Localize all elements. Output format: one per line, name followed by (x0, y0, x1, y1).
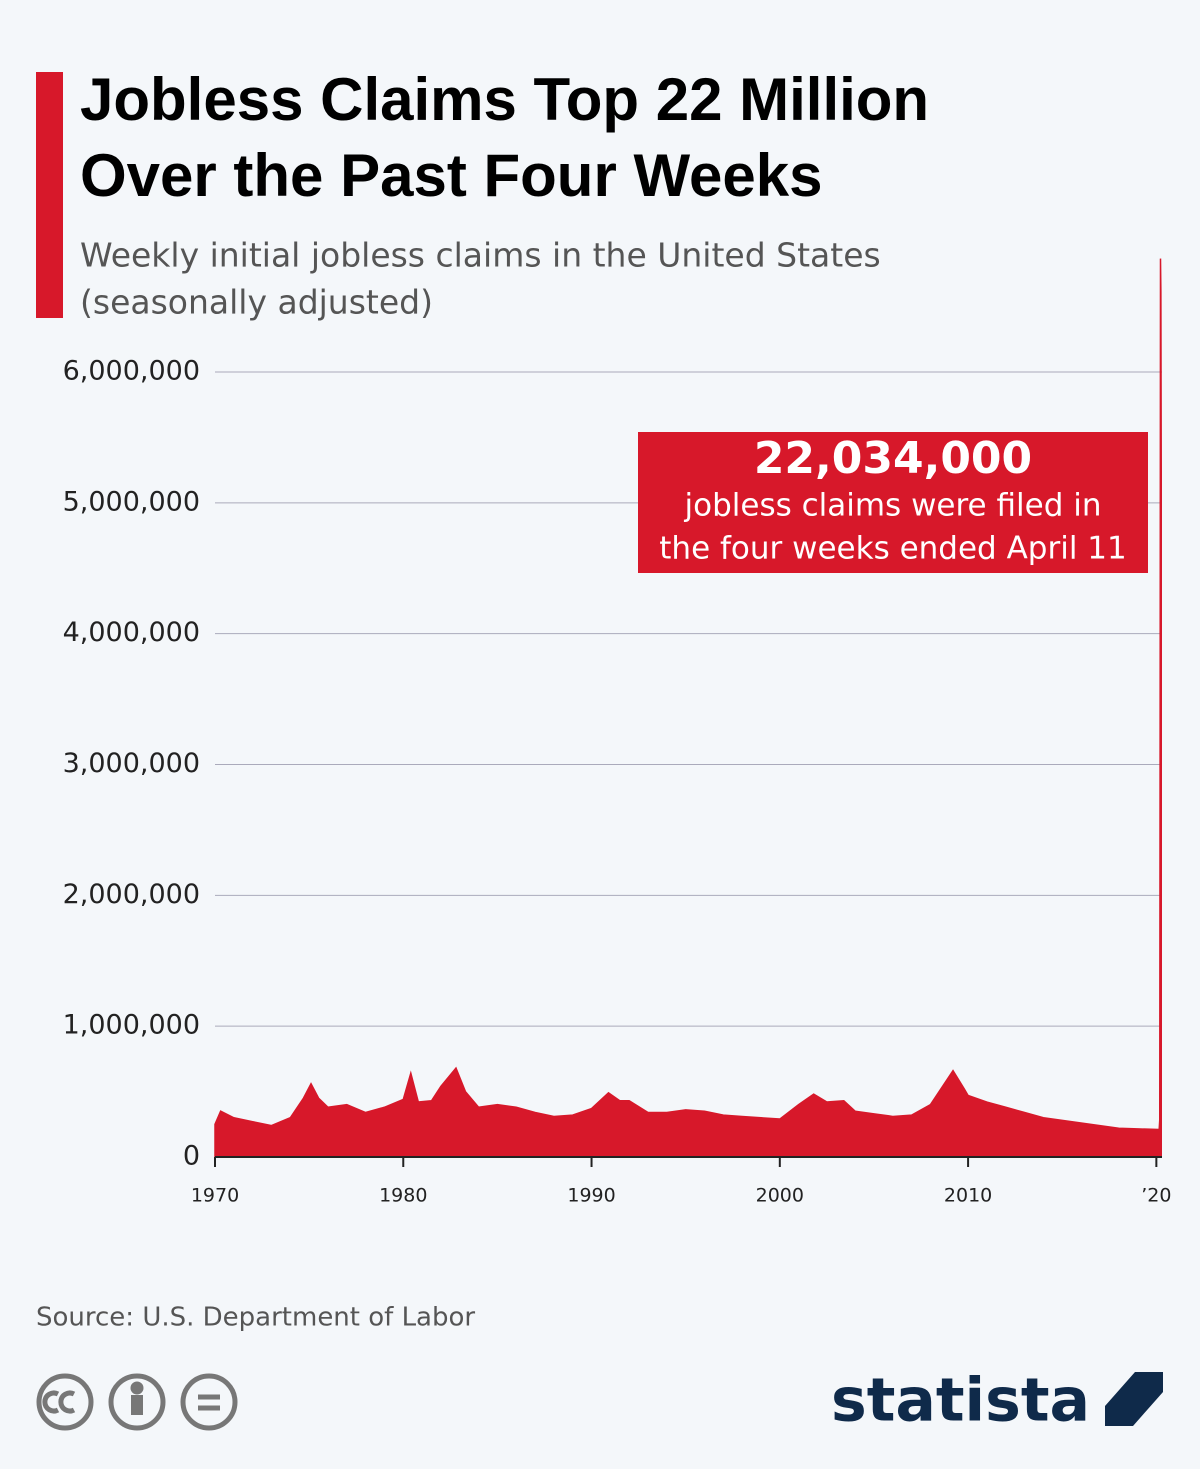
subtitle: (seasonally adjusted) (80, 283, 433, 322)
y-tick-label: 5,000,000 (63, 486, 200, 517)
annotation-text: the four weeks ended April 11 (659, 531, 1126, 567)
annotation-box (638, 432, 1148, 573)
chart-title: Jobless Claims Top 22 Million (80, 66, 929, 133)
title-bar (36, 72, 63, 318)
y-tick-label: 3,000,000 (63, 748, 200, 779)
x-tick-label: 1980 (379, 1185, 427, 1207)
y-tick-label: 2,000,000 (63, 879, 200, 910)
license-icons (36, 1373, 238, 1431)
brand-icon (1105, 1372, 1163, 1426)
area (214, 258, 1162, 1158)
x-tick-label: 1990 (567, 1185, 615, 1207)
y-tick-label: 0 (183, 1141, 200, 1172)
plot: 0 1,000,000 2,000,000 3,000,000 4,000,000 5,0… (63, 258, 1171, 1207)
chart-title: Over the Past Four Weeks (80, 142, 823, 209)
source: Source: U.S. Department of Labor (36, 1303, 475, 1333)
x-tick-label: 1970 (191, 1185, 239, 1207)
y-tick-label: 1,000,000 (63, 1010, 200, 1041)
subtitle: Weekly initial jobless claims in the Uni… (80, 236, 881, 275)
x-tick-label: 2000 (756, 1185, 804, 1207)
x-tick-label: ’20 (1141, 1185, 1171, 1207)
brand-logo: statista (831, 1366, 1090, 1436)
annotation-text: jobless claims were filed in (684, 488, 1102, 524)
y-tick-label: 6,000,000 (63, 356, 200, 387)
x-tick-label: 2010 (944, 1185, 992, 1207)
annotation-headline: 22,034,000 (754, 433, 1032, 484)
y-tick-label: 4,000,000 (63, 617, 200, 648)
